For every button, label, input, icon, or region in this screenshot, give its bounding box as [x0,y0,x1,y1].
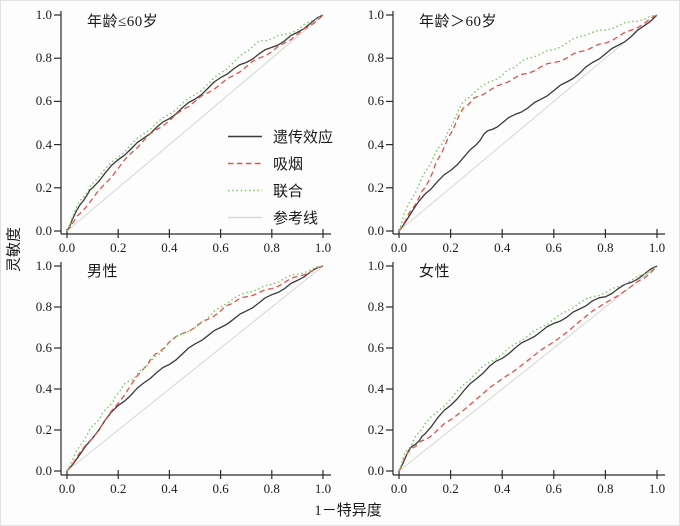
y-tick-label: 0.2 [35,422,52,437]
legend-label: 参考线 [273,211,319,227]
x-tick-label: 0.8 [597,240,614,255]
legend-item-reference: 参考线 [228,204,333,231]
x-tick-label: 0.6 [545,481,562,496]
plot-line [66,265,324,472]
legend-line-dotted-green [228,189,262,192]
roc-curve-smoking [398,265,658,472]
x-tick-label: 0.2 [110,240,127,255]
x-tick-label: 0.0 [58,481,76,496]
x-tick-label: 0.4 [161,240,178,255]
y-tick-label: 0.8 [367,50,384,66]
y-tick-label: 0.4 [35,381,52,396]
x-tick-label: 0.4 [494,481,511,496]
x-tick-label: 0.0 [390,481,408,496]
x-axis-title: 1－特异度 [314,503,382,519]
x-tick-label: 0.0 [390,240,408,255]
legend-item-combined: 联合 [228,177,333,204]
legend-label: 吸烟 [273,157,304,173]
y-tick-label: 1.0 [367,7,384,22]
x-tick-label: 1.0 [314,240,332,255]
legend-line-dashed-red [228,162,262,165]
y-tick-label: 0.2 [367,179,384,195]
y-tick-label: 0.6 [367,93,384,109]
y-tick-label: 0.8 [367,299,384,314]
roc-curve-combined [398,265,658,472]
y-tick-label: 1.0 [35,258,52,273]
y-tick-label: 0.2 [35,179,52,195]
panel-title-age-gt-60: 年龄＞60岁 [419,14,498,30]
y-tick-label: 0.0 [35,223,52,238]
x-tick-label: 0.4 [161,481,178,496]
y-tick-label: 0.4 [35,136,52,152]
x-tick-label: 1.0 [314,481,332,496]
x-tick-label: 0.2 [442,481,459,496]
y-tick-label: 0.0 [367,223,384,238]
y-tick-label: 0.4 [367,136,384,152]
legend: 遗传效应 吸烟 联合 参考线 [228,123,333,231]
x-tick-label: 0.8 [263,481,280,496]
x-tick-label: 0.6 [545,240,562,255]
roc-curve-combined [66,14,324,232]
legend-label: 联合 [273,184,304,200]
legend-label: 遗传效应 [273,130,334,146]
y-tick-label: 0.8 [35,299,52,314]
roc-curve-genetic [398,14,658,232]
roc-curve-smoking [66,14,324,232]
roc-curve-combined [398,14,658,232]
roc-curve-genetic [66,265,324,472]
x-tick-label: 0.6 [212,481,229,496]
legend-item-smoking: 吸烟 [228,150,333,177]
x-tick-label: 1.0 [648,481,666,496]
legend-line-solid-black [228,135,262,138]
x-tick-label: 0.8 [597,481,614,496]
panel-title-age-le-60: 年龄≤60岁 [87,14,159,30]
y-tick-label: 0.6 [367,340,384,355]
y-tick-label: 1.0 [367,258,384,273]
roc-curve-smoking [398,14,658,232]
x-tick-label: 0.8 [263,240,280,255]
y-tick-label: 1.0 [35,7,52,22]
y-tick-label: 0.4 [367,381,384,396]
roc-curve-genetic [66,14,324,232]
x-tick-label: 0.4 [494,240,511,255]
y-tick-label: 0.8 [35,50,52,66]
roc-curve-genetic [398,265,658,472]
y-axis-title: 灵敏度 [6,227,23,273]
x-tick-label: 0.6 [212,240,229,255]
y-tick-label: 0.0 [367,463,384,478]
legend-line-solid-gray [228,216,262,219]
x-tick-label: 1.0 [648,240,666,255]
y-tick-label: 0.6 [35,340,52,355]
roc-curve-combined [66,265,324,472]
x-tick-label: 0.2 [442,240,459,255]
plot-line [398,14,658,232]
y-tick-label: 0.0 [35,463,52,478]
y-tick-label: 0.6 [35,93,52,109]
x-tick-label: 0.2 [110,481,127,496]
plot-line [398,265,658,472]
y-tick-label: 0.2 [367,422,384,437]
panel-title-female: 女性 [419,264,451,280]
x-tick-label: 0.0 [58,240,76,255]
panel-title-male: 男性 [87,264,119,280]
plot-line [66,14,324,232]
legend-item-genetic: 遗传效应 [228,123,333,150]
